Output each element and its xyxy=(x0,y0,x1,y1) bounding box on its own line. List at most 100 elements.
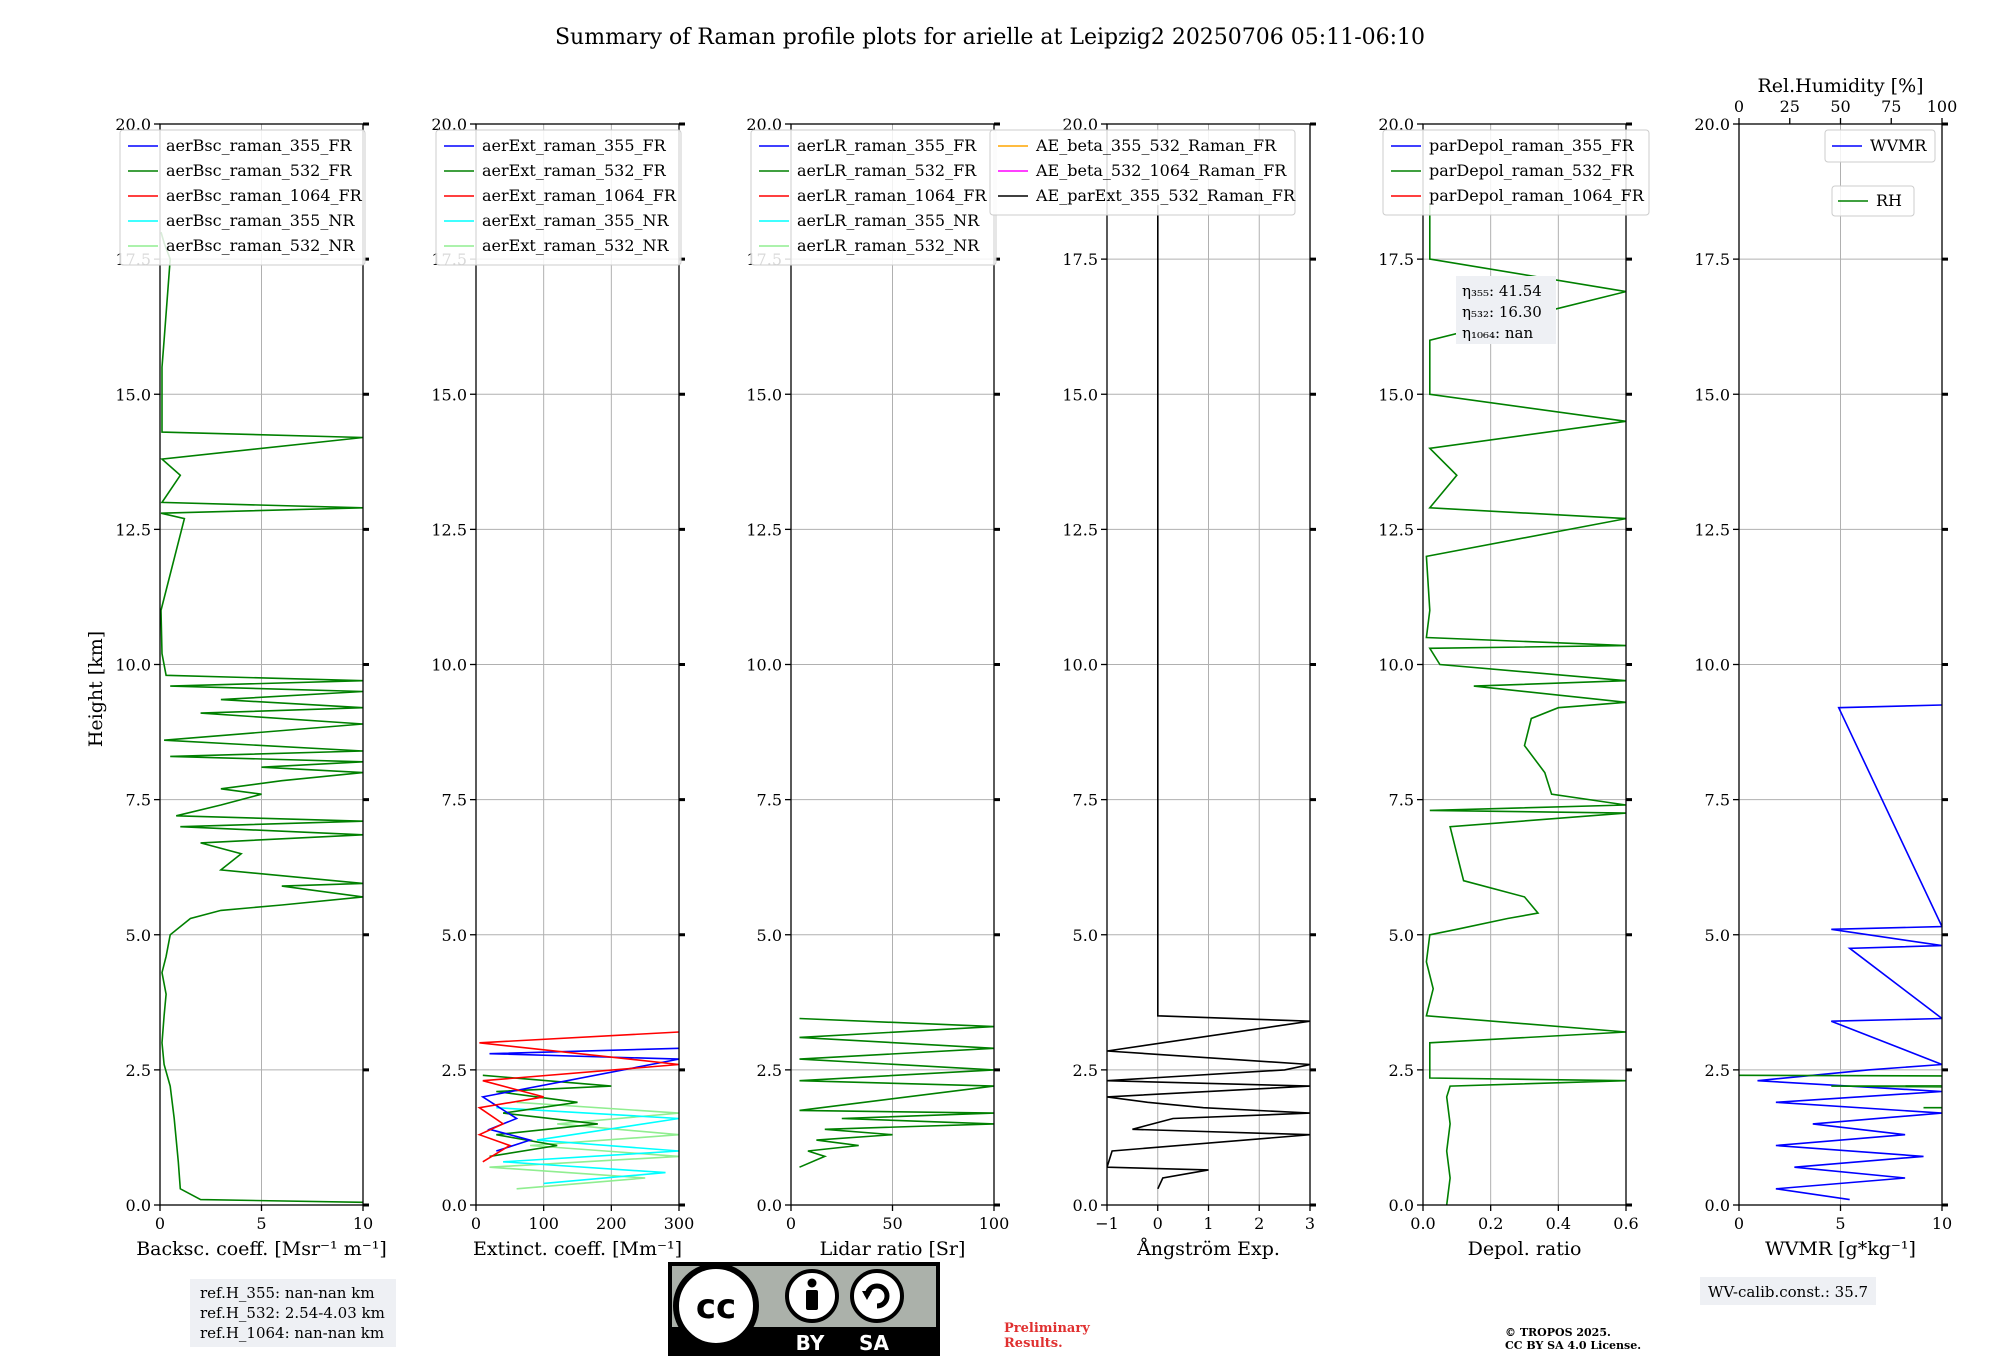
y-tick-label: 17.5 xyxy=(1062,250,1098,269)
panel-6: 0.02.55.07.510.012.515.017.520.00 5 10WVMR… xyxy=(1694,75,1958,1260)
y-tick-label: 12.5 xyxy=(115,520,151,539)
legend: parDepol_raman_355_FR parDepol_raman_532_… xyxy=(1382,129,1650,216)
y-tick-label: 10.0 xyxy=(1378,656,1414,675)
series-pardepol-raman-532-fr xyxy=(1425,205,1626,1205)
y-tick-label: 0.0 xyxy=(1389,1196,1414,1215)
legend-label: aerBsc_raman_355_FR xyxy=(166,136,352,155)
y-tick-label: 5.0 xyxy=(757,926,782,945)
series-wvmr xyxy=(1757,704,1942,1201)
series-group xyxy=(1425,205,1626,1205)
series-aerext-raman-355-fr xyxy=(480,1047,679,1152)
legend-label: aerLR_raman_355_FR xyxy=(797,136,977,155)
y-tick-label: 10.0 xyxy=(431,656,467,675)
y-tick-label: 17.5 xyxy=(1378,250,1414,269)
y-tick-label: 20.0 xyxy=(115,115,151,134)
x-tick-label: 50 xyxy=(882,1214,902,1233)
y-tick-label: 0.0 xyxy=(442,1196,467,1215)
y-tick-label: 2.5 xyxy=(1705,1061,1730,1080)
eta-value: η₅₃₂: 16.30 xyxy=(1462,303,1542,321)
panels: 0.02.55.07.510.012.515.017.520.00510Back… xyxy=(115,75,1958,1260)
legend-label: aerExt_raman_1064_FR xyxy=(482,186,677,205)
y-tick-label: 5.0 xyxy=(1073,926,1098,945)
top-x-tick-label: 75 xyxy=(1881,97,1901,116)
by-label: BY xyxy=(796,1331,825,1355)
y-tick-label: 5.0 xyxy=(442,926,467,945)
panel-5: 0.0 2.5 5.0 7.5 10.0 12.5 15.0 17.5 20.0 0.0 0.2 0.… xyxy=(1378,115,1650,1260)
y-tick-label: 2.5 xyxy=(1073,1061,1098,1080)
y-tick-label: 20.0 xyxy=(1062,115,1098,134)
x-tick-label: 0 xyxy=(471,1214,481,1233)
legend-label: aerBsc_raman_1064_FR xyxy=(166,186,363,205)
reference-height-box: ref.H_355: nan-nan km ref.H_532: 2.54-4.… xyxy=(190,1279,396,1347)
series-group xyxy=(1107,205,1310,1190)
panel-4: 0.0 2.5 5.0 7.5 10.0 12.5 15.0 17.5 20.0 −1 0 1 2 3 Ån… xyxy=(989,115,1316,1260)
x-tick-label: 10 xyxy=(1932,1214,1952,1233)
x-tick-label: 0.0 xyxy=(1410,1214,1435,1233)
cc-logo-icon xyxy=(673,1263,759,1349)
series-aerext-raman-532-fr xyxy=(482,1074,612,1158)
series-aerlr-raman-532-fr xyxy=(799,1017,994,1168)
y-tick-label: 0.0 xyxy=(126,1196,151,1215)
legend-label: aerExt_raman_355_NR xyxy=(482,211,670,230)
x-tick-label: 2 xyxy=(1254,1214,1264,1233)
legend-label: AE_beta_355_532_Raman_FR xyxy=(1035,136,1277,155)
y-tick-label: 12.5 xyxy=(431,520,467,539)
top-x-tick-label: 25 xyxy=(1780,97,1800,116)
svg-text:cc: cc xyxy=(696,1287,736,1327)
sa-label: SA xyxy=(859,1331,889,1355)
x-tick-label: 10 xyxy=(353,1214,373,1233)
x-tick-label: 5 xyxy=(256,1214,266,1233)
wv-calib-const: WV-calib.const.: 35.7 xyxy=(1708,1283,1868,1301)
annotation-box xyxy=(1456,276,1556,344)
legend-box xyxy=(1382,129,1650,216)
preliminary-line-1: Preliminary xyxy=(1004,1321,1090,1336)
legend-box xyxy=(119,129,366,266)
legend-label: aerLR_raman_532_FR xyxy=(797,161,977,180)
y-tick-label: 15.0 xyxy=(1378,385,1414,404)
y-tick-label: 5.0 xyxy=(1389,926,1414,945)
legend-label: aerBsc_raman_532_FR xyxy=(166,161,352,180)
y-tick-label: 7.5 xyxy=(1389,791,1414,810)
legend-label: parDepol_raman_1064_FR xyxy=(1429,186,1645,205)
x-axis-label: Extinct. coeff. [Mm⁻¹] xyxy=(473,1238,682,1260)
panel-3: 0.02.55.07.510.012.515.017.520.0050100Li… xyxy=(746,115,1009,1260)
y-tick-label: 20.0 xyxy=(746,115,782,134)
x-tick-label: 200 xyxy=(596,1214,627,1233)
top-x-tick-label: 100 xyxy=(1927,97,1958,116)
cc-by-sa-badge: cc BY SA xyxy=(668,1262,940,1356)
y-tick-label: 10.0 xyxy=(1062,656,1098,675)
panel-1: 0.02.55.07.510.012.515.017.520.00510Back… xyxy=(115,115,386,1260)
y-tick-label: 10.0 xyxy=(1694,656,1730,675)
x-tick-label: 300 xyxy=(664,1214,695,1233)
x-tick-label: 1 xyxy=(1203,1214,1213,1233)
y-tick-label: 7.5 xyxy=(1705,791,1730,810)
x-tick-label: 0.2 xyxy=(1478,1214,1503,1233)
y-tick-label: 15.0 xyxy=(1694,385,1730,404)
legend: aerLR_raman_355_FR aerLR_raman_532_FR aerL… xyxy=(750,129,997,266)
legend-label: RH xyxy=(1876,191,1902,210)
eta-value: η₃₅₅: 41.54 xyxy=(1462,282,1542,300)
x-tick-label: 100 xyxy=(528,1214,559,1233)
series-ae-parext-355-532-raman-fr xyxy=(1107,205,1310,1190)
x-axis-label: Ångström Exp. xyxy=(1136,1238,1280,1260)
y-tick-label: 15.0 xyxy=(115,385,151,404)
legend-label: aerExt_raman_355_FR xyxy=(482,136,667,155)
y-tick-label: 20.0 xyxy=(1694,115,1730,134)
y-tick-label: 2.5 xyxy=(757,1061,782,1080)
x-tick-label: 0.6 xyxy=(1613,1214,1638,1233)
series-aerext-raman-355-nr xyxy=(496,1106,679,1185)
y-tick-label: 2.5 xyxy=(1389,1061,1414,1080)
legend-label: parDepol_raman_355_FR xyxy=(1429,136,1635,155)
legend-label: aerBsc_raman_355_NR xyxy=(166,211,355,230)
copyright-line-1: © TROPOS 2025. xyxy=(1505,1326,1611,1339)
x-axis-label: WVMR [g*kg⁻¹] xyxy=(1765,1238,1916,1260)
y-tick-label: 5.0 xyxy=(126,926,151,945)
legend-label: AE_beta_532_1064_Raman_FR xyxy=(1035,161,1287,180)
legend-label: WVMR xyxy=(1870,136,1927,155)
copyright-line-2: CC BY SA 4.0 License. xyxy=(1505,1339,1641,1352)
legend-label: parDepol_raman_532_FR xyxy=(1429,161,1635,180)
y-tick-label: 0.0 xyxy=(1073,1196,1098,1215)
figure-title: Summary of Raman profile plots for ariel… xyxy=(555,25,1425,50)
eta-annotation: η₃₅₅: 41.54 η₅₃₂: 16.30 η₁₀₆₄: nan xyxy=(1456,276,1556,344)
